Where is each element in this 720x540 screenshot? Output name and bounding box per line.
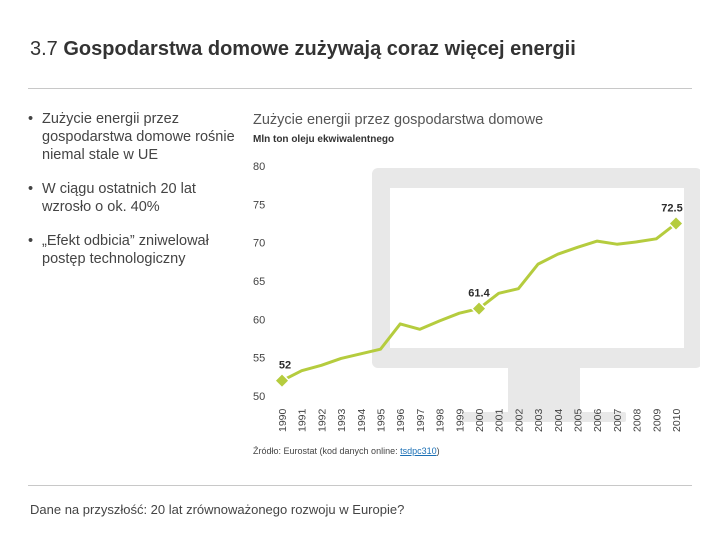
source-link[interactable]: tsdpc310: [400, 446, 437, 456]
x-tick-label: 2010: [671, 408, 683, 432]
x-tick-label: 2001: [494, 408, 506, 432]
x-tick-label: 2009: [651, 408, 663, 432]
x-tick-label: 1993: [336, 408, 348, 432]
bullet-dot: •: [28, 111, 34, 127]
chart-y-unit: Mln ton oleju ekwiwalentnego: [253, 134, 395, 145]
x-tick-label: 1999: [454, 408, 466, 432]
x-tick-label: 1994: [356, 408, 368, 432]
bullet-dot: •: [28, 181, 34, 197]
source-note: Źródło: Eurostat (kod danych online: tsd…: [253, 446, 440, 456]
bullet-list: • Zużycie energii przez gospodarstwa dom…: [28, 110, 243, 284]
data-label: 61.4: [468, 288, 490, 300]
bullet-dot: •: [28, 233, 34, 249]
x-tick-label: 1998: [435, 408, 447, 432]
data-point-marker: [273, 372, 291, 389]
x-tick-label: 2004: [553, 408, 565, 432]
data-point-marker: [667, 215, 685, 232]
x-tick-label: 1992: [316, 408, 328, 432]
x-tick-label: 1996: [395, 408, 407, 432]
x-tick-label: 1990: [277, 408, 289, 432]
bullet-item: • „Efekt odbicia” zniwelował postęp tech…: [28, 232, 243, 268]
footer-divider: [28, 485, 692, 486]
x-tick-label: 2007: [612, 408, 624, 432]
bullet-text: W ciągu ostatnich 20 lat wzrosło o ok. 4…: [42, 181, 196, 215]
chart-title: Zużycie energii przez gospodarstwa domow…: [253, 112, 544, 128]
data-label: 52: [279, 360, 291, 372]
bullet-text: Zużycie energii przez gospodarstwa domow…: [42, 111, 235, 163]
monitor-illustration: [372, 168, 700, 422]
y-tick-label: 50: [253, 391, 265, 403]
bullet-item: • W ciągu ostatnich 20 lat wzrosło o ok.…: [28, 180, 243, 216]
y-axis: 50 55 60 65 70 75 80: [253, 161, 265, 403]
footer-text: Dane na przyszłość: 20 lat zrównoważoneg…: [30, 502, 405, 517]
x-tick-label: 1997: [415, 408, 427, 432]
x-tick-label: 2008: [632, 408, 644, 432]
y-tick-label: 80: [253, 161, 265, 173]
source-suffix: ): [436, 446, 440, 456]
bullet-text: „Efekt odbicia” zniwelował postęp techno…: [42, 233, 209, 267]
slide-title-text: Gospodarstwa domowe zużywają coraz więce…: [63, 38, 576, 60]
y-tick-label: 55: [253, 353, 265, 365]
y-tick-label: 75: [253, 199, 265, 211]
y-tick-label: 65: [253, 276, 265, 288]
annotations: 52 61.4 72.5: [273, 203, 685, 389]
title-divider: [28, 88, 692, 89]
y-tick-label: 70: [253, 238, 265, 250]
x-tick-label: 2000: [474, 408, 486, 432]
source-prefix: Źródło: Eurostat (kod danych online:: [253, 446, 401, 456]
x-tick-label: 1995: [376, 408, 388, 432]
x-tick-label: 2003: [533, 408, 545, 432]
x-axis: 1990 1991 1992 1993 1994 1995 1996 1997 1998 1999…: [277, 408, 683, 432]
y-tick-label: 60: [253, 314, 265, 326]
bullet-item: • Zużycie energii przez gospodarstwa dom…: [28, 110, 243, 164]
x-tick-label: 2002: [513, 408, 525, 432]
x-tick-label: 2006: [592, 408, 604, 432]
x-tick-label: 2005: [573, 408, 585, 432]
data-point-marker: [470, 300, 488, 317]
x-tick-label: 1991: [297, 408, 309, 432]
slide-number: 3.7: [30, 38, 58, 60]
slide-title: 3.7 Gospodarstwa domowe zużywają coraz w…: [30, 38, 576, 61]
data-label: 72.5: [661, 203, 682, 215]
